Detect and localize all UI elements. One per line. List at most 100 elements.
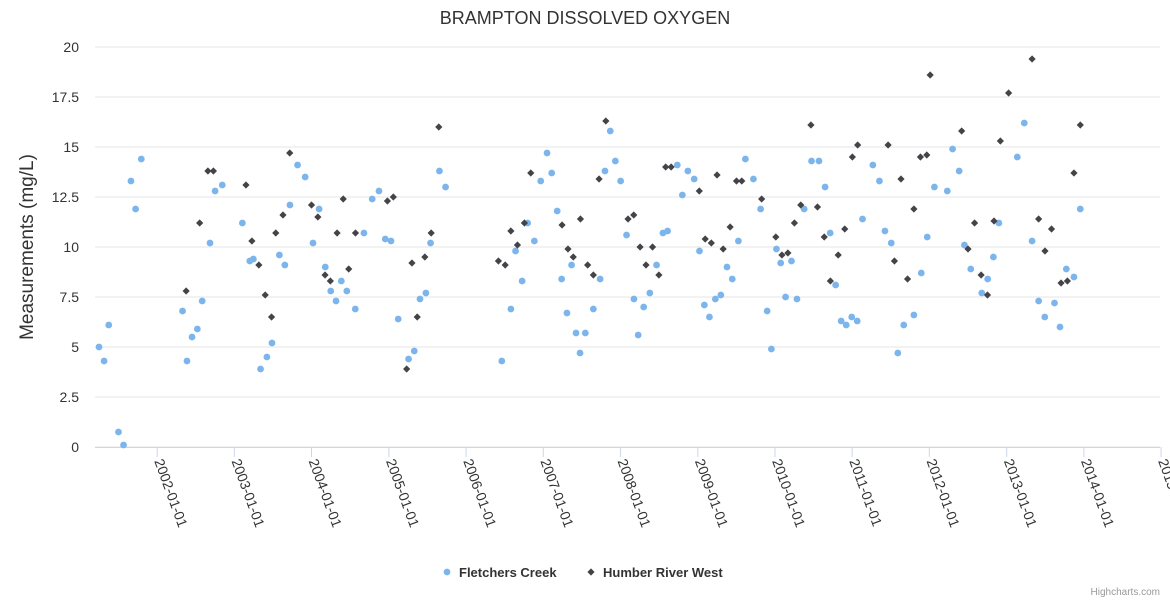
data-point[interactable] bbox=[894, 349, 902, 357]
data-point[interactable] bbox=[198, 297, 206, 305]
data-point[interactable] bbox=[442, 183, 449, 191]
data-point[interactable] bbox=[884, 141, 892, 149]
data-point[interactable] bbox=[351, 305, 359, 313]
data-point[interactable] bbox=[926, 71, 934, 79]
data-point[interactable] bbox=[601, 167, 609, 175]
data-point[interactable] bbox=[723, 263, 731, 271]
data-point[interactable] bbox=[684, 167, 692, 175]
data-point[interactable] bbox=[859, 215, 866, 223]
data-point[interactable] bbox=[375, 187, 383, 195]
data-point[interactable] bbox=[537, 177, 545, 185]
data-point[interactable] bbox=[813, 203, 822, 211]
data-point[interactable] bbox=[204, 167, 212, 175]
data-point[interactable] bbox=[646, 289, 654, 297]
data-point[interactable] bbox=[640, 303, 648, 311]
data-point[interactable] bbox=[602, 117, 610, 125]
data-point[interactable] bbox=[711, 295, 719, 303]
data-point[interactable] bbox=[326, 277, 334, 285]
data-point[interactable] bbox=[248, 237, 256, 245]
data-point[interactable] bbox=[800, 205, 808, 213]
data-point[interactable] bbox=[558, 275, 566, 283]
data-point[interactable] bbox=[100, 357, 108, 365]
data-point[interactable] bbox=[758, 195, 766, 203]
data-point[interactable] bbox=[1070, 169, 1078, 177]
data-point[interactable] bbox=[910, 205, 918, 213]
data-point[interactable] bbox=[211, 187, 219, 195]
data-point[interactable] bbox=[427, 239, 434, 247]
data-point[interactable] bbox=[763, 307, 771, 315]
data-point[interactable] bbox=[257, 365, 264, 373]
data-point[interactable] bbox=[695, 187, 703, 195]
data-point[interactable] bbox=[887, 239, 895, 247]
data-point[interactable] bbox=[1028, 237, 1036, 245]
data-point[interactable] bbox=[848, 153, 856, 161]
data-point[interactable] bbox=[773, 245, 780, 253]
data-point[interactable] bbox=[332, 297, 340, 305]
data-point[interactable] bbox=[623, 231, 630, 239]
data-point[interactable] bbox=[662, 163, 670, 171]
data-point[interactable] bbox=[543, 149, 551, 157]
data-point[interactable] bbox=[196, 219, 204, 227]
data-point[interactable] bbox=[728, 275, 736, 283]
data-point[interactable] bbox=[854, 141, 862, 149]
data-point[interactable] bbox=[996, 137, 1004, 145]
data-point[interactable] bbox=[984, 275, 992, 283]
data-point[interactable] bbox=[826, 229, 834, 237]
legend-item[interactable]: Fletchers Creek bbox=[443, 565, 558, 580]
data-point[interactable] bbox=[115, 428, 122, 436]
data-point[interactable] bbox=[345, 265, 353, 273]
data-point[interactable] bbox=[815, 157, 823, 165]
data-point[interactable] bbox=[910, 311, 918, 319]
data-point[interactable] bbox=[301, 173, 309, 181]
data-point[interactable] bbox=[333, 229, 341, 237]
data-point[interactable] bbox=[1076, 121, 1084, 129]
data-point[interactable] bbox=[275, 251, 283, 259]
data-point[interactable] bbox=[690, 175, 698, 183]
data-point[interactable] bbox=[1041, 313, 1049, 321]
data-point[interactable] bbox=[279, 211, 287, 219]
data-point[interactable] bbox=[513, 241, 522, 249]
data-point[interactable] bbox=[970, 219, 979, 227]
data-point[interactable] bbox=[255, 261, 263, 269]
data-point[interactable] bbox=[696, 247, 703, 255]
data-point[interactable] bbox=[569, 253, 577, 261]
data-point[interactable] bbox=[797, 201, 805, 209]
data-point[interactable] bbox=[261, 291, 269, 299]
data-point[interactable] bbox=[707, 239, 715, 247]
data-point[interactable] bbox=[923, 151, 931, 159]
data-point[interactable] bbox=[767, 345, 775, 353]
data-point[interactable] bbox=[790, 219, 799, 227]
data-point[interactable] bbox=[95, 343, 103, 351]
legend-item[interactable]: Humber River West bbox=[587, 565, 723, 580]
data-point[interactable] bbox=[961, 241, 968, 249]
data-point[interactable] bbox=[949, 145, 956, 153]
data-point[interactable] bbox=[193, 325, 201, 333]
data-point[interactable] bbox=[218, 181, 226, 189]
data-point[interactable] bbox=[989, 253, 997, 261]
data-point[interactable] bbox=[700, 301, 708, 309]
data-point[interactable] bbox=[307, 201, 316, 209]
data-point[interactable] bbox=[564, 245, 572, 253]
credits[interactable]: Highcharts.com bbox=[1091, 587, 1160, 598]
data-point[interactable] bbox=[137, 155, 145, 163]
data-point[interactable] bbox=[351, 229, 360, 237]
data-point[interactable] bbox=[738, 177, 746, 185]
data-point[interactable] bbox=[572, 329, 580, 337]
data-point[interactable] bbox=[520, 219, 529, 227]
data-point[interactable] bbox=[272, 229, 280, 237]
data-point[interactable] bbox=[413, 313, 421, 321]
data-point[interactable] bbox=[242, 181, 250, 189]
data-point[interactable] bbox=[784, 249, 792, 257]
data-point[interactable] bbox=[314, 213, 322, 221]
data-point[interactable] bbox=[876, 177, 883, 185]
data-point[interactable] bbox=[967, 265, 975, 273]
data-point[interactable] bbox=[848, 313, 856, 321]
data-point[interactable] bbox=[842, 321, 850, 329]
data-point[interactable] bbox=[782, 293, 789, 301]
data-point[interactable] bbox=[315, 205, 323, 213]
data-point[interactable] bbox=[890, 257, 899, 265]
legend[interactable]: Fletchers Creek Humber River West bbox=[443, 565, 724, 580]
data-point[interactable] bbox=[964, 245, 972, 253]
data-point[interactable] bbox=[634, 331, 642, 339]
data-point[interactable] bbox=[983, 291, 992, 299]
